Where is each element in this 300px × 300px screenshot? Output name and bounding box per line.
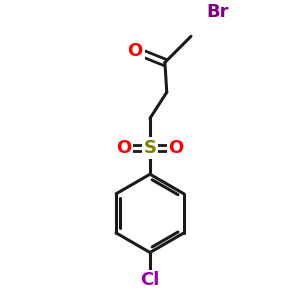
Text: O: O — [169, 139, 184, 157]
Text: O: O — [116, 139, 131, 157]
Text: Cl: Cl — [140, 272, 160, 290]
Text: S: S — [143, 139, 157, 157]
Text: Br: Br — [206, 3, 228, 21]
Text: O: O — [128, 42, 143, 60]
